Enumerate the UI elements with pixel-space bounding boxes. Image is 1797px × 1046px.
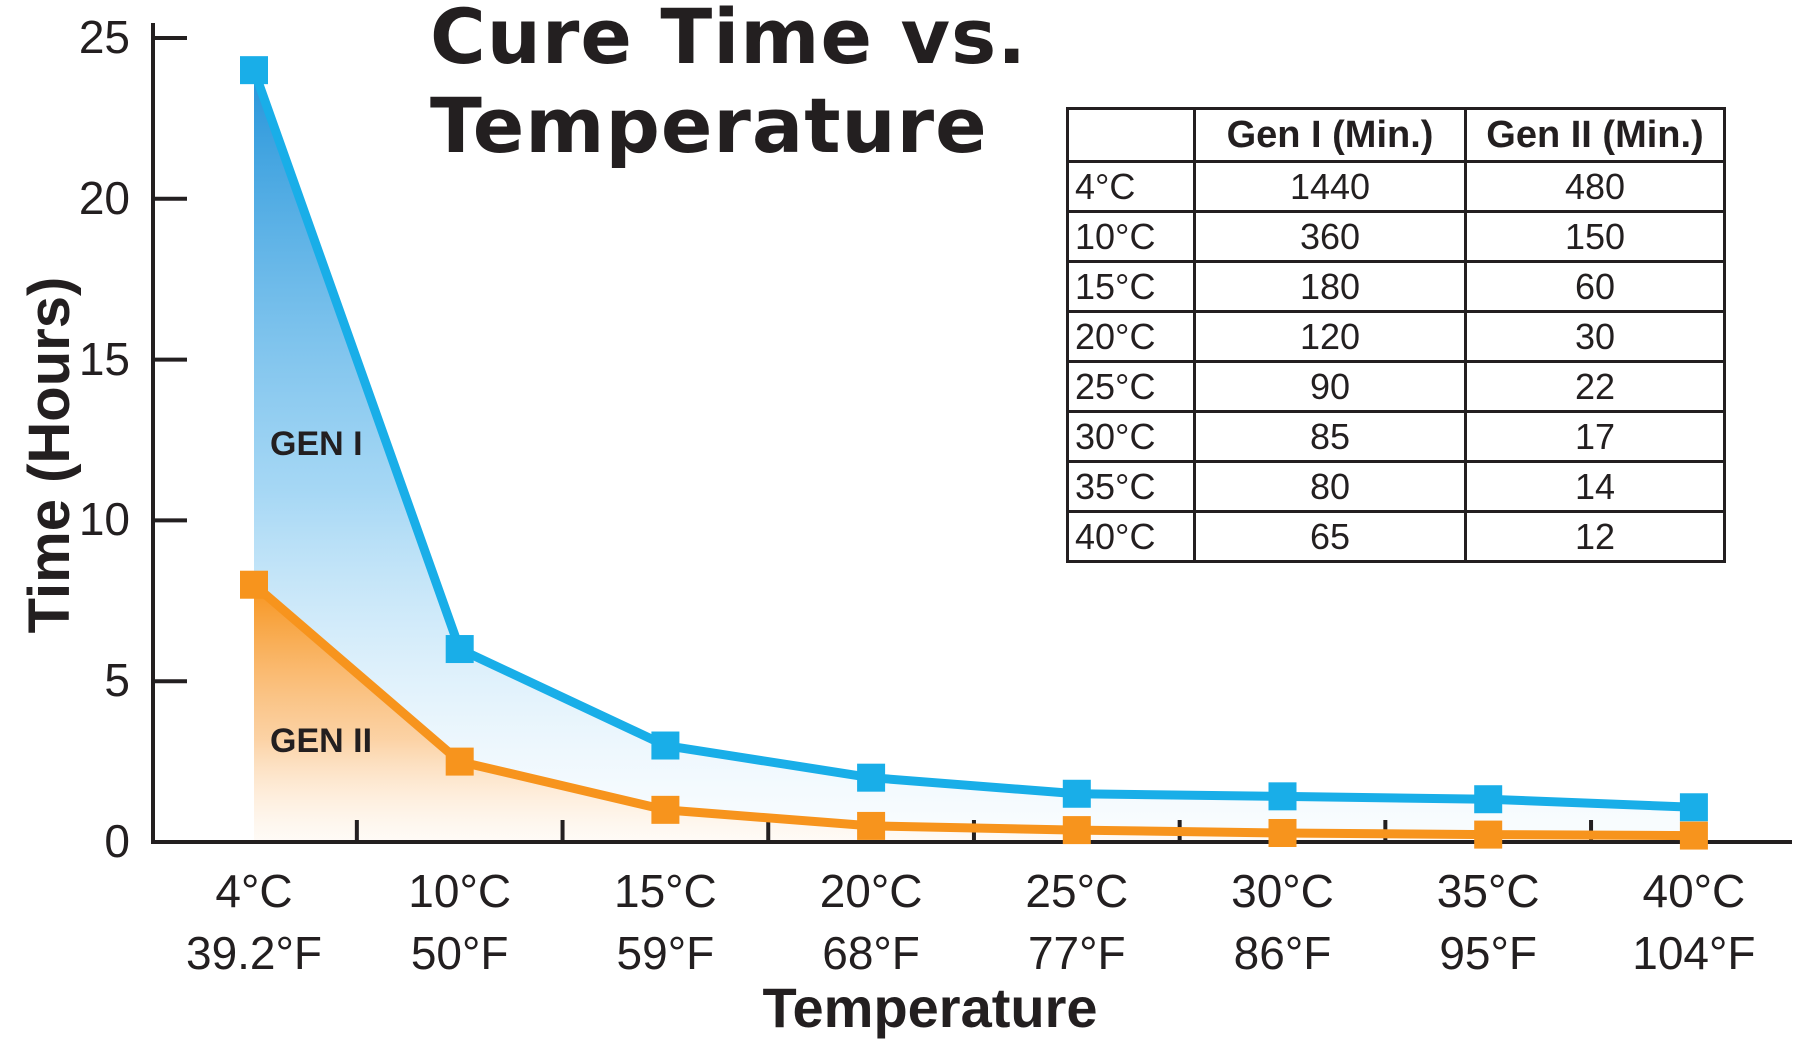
table-cell-gen2: 60	[1464, 260, 1726, 313]
table-row: 4°C 1440 480	[1066, 160, 1726, 213]
y-tick-label: 5	[104, 654, 130, 707]
x-tick-label: 15°C 59°F	[565, 860, 765, 984]
gen1-point	[1474, 785, 1503, 814]
table-row: 10°C 360 150	[1066, 210, 1726, 263]
table-cell-gen1: 80	[1193, 460, 1467, 513]
table-cell-temp: 40°C	[1066, 510, 1196, 563]
gen2-point	[1268, 818, 1297, 847]
table-cell-temp: 10°C	[1066, 210, 1196, 263]
gen1-point	[1679, 793, 1708, 822]
table-cell-gen2: 14	[1464, 460, 1726, 513]
gen2-point	[1062, 816, 1091, 845]
table-cell-gen1: 120	[1193, 310, 1467, 363]
x-tick-fahrenheit: 50°F	[410, 927, 509, 979]
table-row: 20°C 120 30	[1066, 310, 1726, 363]
series-lines	[249, 68, 1695, 841]
table-header-cell: Gen II (Min.)	[1464, 107, 1726, 163]
gen1-point	[857, 763, 886, 792]
x-tick-label: 40°C 104°F	[1594, 860, 1794, 984]
gen2-point	[1679, 821, 1708, 850]
table-cell-temp: 35°C	[1066, 460, 1196, 513]
series-areas	[254, 70, 1694, 842]
y-tick-label: 10	[78, 493, 130, 546]
table-cell-gen1: 85	[1193, 410, 1467, 463]
table-cell-gen2: 12	[1464, 510, 1726, 563]
table-row: 25°C 90 22	[1066, 360, 1726, 413]
x-tick-label: 10°C 50°F	[360, 860, 560, 984]
table-cell-gen2: 150	[1464, 210, 1726, 263]
x-tick-fahrenheit: 59°F	[616, 927, 715, 979]
table-cell-gen2: 480	[1464, 160, 1726, 213]
x-tick-fahrenheit: 77°F	[1027, 927, 1126, 979]
series-label-gen1: GEN I	[270, 425, 363, 463]
y-axis-label: Time (Hours)	[17, 276, 82, 634]
x-axis-label: Temperature	[762, 976, 1098, 1039]
y-tick-label: 20	[78, 171, 130, 224]
table-cell-gen1: 360	[1193, 210, 1467, 263]
x-tick-celsius: 35°C	[1436, 865, 1540, 917]
table-cell-temp: 4°C	[1066, 160, 1196, 213]
x-tick-celsius: 40°C	[1642, 865, 1746, 917]
table-cell-temp: 15°C	[1066, 260, 1196, 313]
x-tick-fahrenheit: 104°F	[1632, 927, 1756, 979]
gen2-area	[254, 584, 1694, 842]
x-tick-celsius: 10°C	[408, 865, 512, 917]
chart-title: Cure Time vs. Temperature	[430, 0, 1028, 170]
gen2-line	[251, 581, 1694, 841]
x-tick-celsius: 4°C	[215, 865, 293, 917]
table-row: 40°C 65 12	[1066, 510, 1726, 563]
gen1-line	[249, 68, 1695, 812]
x-tick-fahrenheit: 95°F	[1439, 927, 1538, 979]
x-tick-celsius: 25°C	[1025, 865, 1129, 917]
gen1-point	[1268, 782, 1297, 811]
gen2-point	[651, 795, 680, 824]
gen1-point	[651, 731, 680, 760]
gen1-point	[445, 635, 474, 664]
table-cell-gen2: 30	[1464, 310, 1726, 363]
x-tick-fahrenheit: 39.2°F	[185, 927, 323, 979]
x-tick-fahrenheit: 86°F	[1233, 927, 1332, 979]
table-cell-gen2: 17	[1464, 410, 1726, 463]
x-tick-fahrenheit: 68°F	[822, 927, 920, 979]
table-row: 35°C 80 14	[1066, 460, 1726, 513]
x-tick-label: 20°C 68°F	[771, 860, 971, 984]
y-tick-label: 0	[104, 815, 130, 867]
table-cell-temp: 30°C	[1066, 410, 1196, 463]
x-tick-label: 25°C 77°F	[977, 860, 1177, 984]
y-tick-label: 15	[78, 332, 130, 385]
gen2-point	[445, 747, 474, 776]
table-cell-temp: 20°C	[1066, 310, 1196, 363]
x-tick-label: 35°C 95°F	[1388, 860, 1588, 984]
table-cell-gen2: 22	[1464, 360, 1726, 413]
table-row: 15°C 180 60	[1066, 260, 1726, 313]
table-header-cell	[1066, 107, 1196, 163]
x-tick-celsius: 15°C	[614, 865, 717, 917]
cure-time-table: Gen I (Min.) Gen II (Min.) 4°C 1440 480 …	[1066, 107, 1726, 563]
gen2-point	[857, 811, 886, 840]
table-cell-gen1: 1440	[1193, 160, 1467, 213]
table-cell-gen1: 90	[1193, 360, 1467, 413]
gen1-point	[1062, 779, 1091, 808]
gen2-point	[240, 570, 268, 599]
table-header-cell: Gen I (Min.)	[1193, 107, 1467, 163]
series-markers	[240, 56, 1708, 850]
series-label-gen2: GEN II	[270, 722, 373, 760]
table-cell-gen1: 180	[1193, 260, 1467, 313]
gen1-point	[240, 56, 268, 85]
y-tick-label: 25	[78, 11, 130, 63]
x-tick-label: 4°C 39.2°F	[154, 860, 354, 984]
gen2-point	[1474, 820, 1503, 849]
table-row: 30°C 85 17	[1066, 410, 1726, 463]
x-tick-celsius: 30°C	[1231, 865, 1334, 917]
table-cell-gen1: 65	[1193, 510, 1467, 563]
table-header-row: Gen I (Min.) Gen II (Min.)	[1066, 107, 1726, 163]
x-tick-celsius: 20°C	[819, 865, 923, 917]
x-tick-label: 30°C 86°F	[1183, 860, 1383, 984]
table-cell-temp: 25°C	[1066, 360, 1196, 413]
